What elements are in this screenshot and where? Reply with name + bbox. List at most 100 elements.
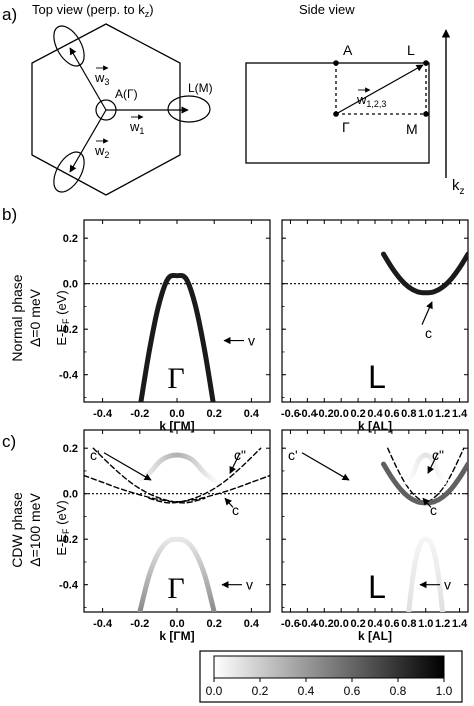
w1-label: w1 xyxy=(129,119,144,136)
center-label: A(Γ) xyxy=(115,87,138,101)
xtick-label: 0.8 xyxy=(401,408,416,420)
chart-c-left: 0.2 0.0 -0.2 -0.4 -0.4 -0.2 0.0 0.2 0.4 k [ΓM] Γc'… xyxy=(59,429,271,643)
annotation-arrow xyxy=(224,497,234,508)
annotation-arrow xyxy=(301,452,350,481)
row-b-ylabel: E-EF (eV) xyxy=(54,290,71,345)
row-c-ylabel: E-EF (eV) xyxy=(54,500,71,555)
xtick-label: 0.6 xyxy=(384,618,399,630)
ytick-label: 0.0 xyxy=(63,489,78,501)
chart-c-right: -0.6-0.4-0.2 0.0 0.2 0.4 0.6 0.8 1.0 1.2 1.4 k [A… xyxy=(281,429,469,643)
xtick-label: 1.4 xyxy=(452,618,468,630)
annotation-arrow xyxy=(422,497,432,508)
w123-label-sub: 1,2,3 xyxy=(366,99,386,109)
xtick-label: 0.4 xyxy=(367,408,383,420)
ytick-label: -0.2 xyxy=(59,534,78,546)
colorbar-tick-label: 0.8 xyxy=(390,684,407,698)
symmetry-point-label: L xyxy=(368,359,386,395)
row-c-ylabel-unit: (eV) xyxy=(54,500,69,528)
point-M xyxy=(423,111,429,117)
edge-label: L(M) xyxy=(188,81,213,95)
point-A xyxy=(333,60,339,66)
xtick-label: 1.2 xyxy=(435,618,450,630)
xtick-label: 0.0 xyxy=(169,618,184,630)
row-b-title: Normal phase xyxy=(9,274,25,361)
w2-label-group: w2 xyxy=(94,138,109,160)
row-c-ylabel-sub: F xyxy=(61,528,71,534)
kz-axis-label-sub: z xyxy=(460,186,465,197)
row-c-title: CDW phase xyxy=(9,492,25,568)
point-L xyxy=(423,60,429,66)
w3-label: w3 xyxy=(94,70,109,87)
xtick-label: 1.2 xyxy=(435,408,450,420)
w3-label-main: w xyxy=(94,70,105,85)
ytick-label: -0.4 xyxy=(59,580,79,592)
series-v-line xyxy=(406,536,446,612)
annotation-arrow xyxy=(229,452,241,474)
xtick-label: 0.2 xyxy=(207,408,222,420)
w2-label: w2 xyxy=(94,143,109,160)
colorbar-tick-label: 0.0 xyxy=(206,684,223,698)
ytick-label: 0.2 xyxy=(63,443,78,455)
xtick-label: 0.4 xyxy=(244,618,260,630)
series-c-line xyxy=(84,474,270,503)
row-c-subtitle: Δ=100 meV xyxy=(27,493,43,567)
xtick-label: -0.4 xyxy=(298,408,318,420)
w3-label-group: w3 xyxy=(94,65,109,87)
xtick-label: 0.4 xyxy=(367,618,383,630)
series-label-c: c xyxy=(425,325,432,341)
ytick-label: 0.0 xyxy=(63,279,78,291)
xtick-label: -0.4 xyxy=(93,408,113,420)
panel-b-label: b) xyxy=(2,205,17,224)
xtick-label: -0.2 xyxy=(315,408,334,420)
side-label-Gamma: Γ xyxy=(342,119,350,135)
xtick-label: 0.2 xyxy=(350,618,365,630)
colorbar-tick-label: 0.4 xyxy=(298,684,315,698)
colorbar-tick-label: 1.0 xyxy=(436,684,453,698)
annotation-arrow xyxy=(427,452,439,474)
x-axis-label: k [ΓM] xyxy=(159,629,194,643)
colorbar-tick-label: 0.6 xyxy=(344,684,361,698)
series-c-line xyxy=(381,251,468,296)
series-label-c: c xyxy=(430,502,437,518)
series-upper-line xyxy=(404,452,447,485)
series-v-line xyxy=(137,536,217,612)
xtick-label: -0.4 xyxy=(93,618,113,630)
series-label-c: c xyxy=(232,502,239,518)
symmetry-point-label: Γ xyxy=(167,362,184,395)
w1-label-sub: 1 xyxy=(139,126,144,136)
symmetry-point-label: Γ xyxy=(167,572,184,605)
pocket-right xyxy=(167,95,211,123)
series-group xyxy=(381,447,468,612)
w1-label-group: w1 xyxy=(129,114,144,136)
xtick-label: 0.4 xyxy=(244,408,260,420)
series-label-c-prime: c' xyxy=(288,447,298,463)
xtick-label: 0.2 xyxy=(350,408,365,420)
series-c-line xyxy=(148,447,262,504)
side-label-L: L xyxy=(407,42,415,58)
row-b-ylabel-main: E-E xyxy=(54,324,69,346)
xtick-label: 0.0 xyxy=(334,408,349,420)
xtick-label: -0.2 xyxy=(130,408,149,420)
pocket-top-left xyxy=(53,25,85,67)
row-b-subtitle: Δ=0 meV xyxy=(27,288,43,347)
colorbar-ticks: 0.0 0.2 0.4 0.6 0.8 1.0 xyxy=(206,678,453,698)
chart-b-right: -0.6-0.4-0.2 0.0 0.2 0.4 0.6 0.8 1.0 1.2 1.4k [A… xyxy=(281,219,469,433)
symmetry-point-label: L xyxy=(368,569,386,605)
xtick-label: -0.2 xyxy=(130,618,149,630)
x-axis-label: k [AL] xyxy=(358,629,392,643)
pocket-bottom-left xyxy=(53,151,85,193)
w3-label-sub: 3 xyxy=(104,77,109,87)
row-c-ylabel-main: E-E xyxy=(54,534,69,556)
series-label-v: v xyxy=(246,577,253,593)
point-Gamma xyxy=(333,111,339,117)
side-view-title: Side view xyxy=(299,2,355,17)
xtick-label: 0.0 xyxy=(334,618,349,630)
side-label-A: A xyxy=(343,42,353,58)
w123-label-group: w1,2,3 xyxy=(356,87,386,109)
ytick-label: 0.2 xyxy=(63,233,78,245)
xtick-label: 1.4 xyxy=(452,408,468,420)
top-view-title: Top view (perp. to kz) xyxy=(32,2,154,19)
xtick-label: -0.2 xyxy=(315,618,334,630)
w1-label-main: w xyxy=(129,119,140,134)
xtick-label: 0.8 xyxy=(401,618,416,630)
